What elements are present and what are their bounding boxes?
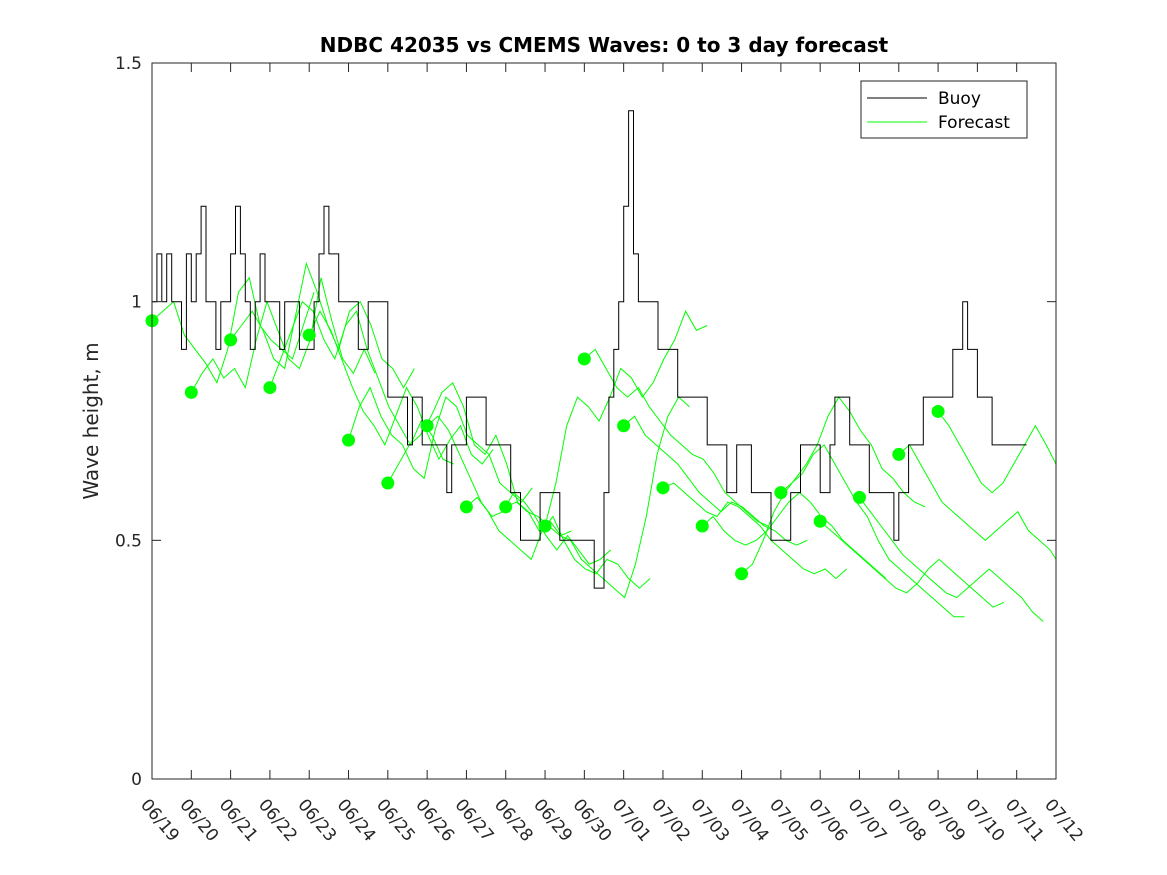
forecast-marker-19 [892,447,906,461]
forecast-line-19 [898,444,1057,584]
forecast-marker-17 [813,514,827,528]
forecast-marker-1 [184,385,198,399]
forecast-line-2 [230,261,415,389]
forecast-line-16 [780,444,965,618]
legend-label-forecast: Forecast [938,113,1010,133]
forecast-marker-13 [656,481,670,495]
y-tick-label: 0 [131,770,142,790]
legend: Buoy Forecast [860,80,1028,139]
forecast-marker-20 [931,404,945,418]
forecast-markers-group [145,314,945,581]
forecast-marker-5 [342,433,356,447]
y-tick-label: 1 [131,293,142,313]
forecast-marker-18 [852,490,866,504]
forecast-line-14 [701,491,887,579]
plot-frame [151,62,1057,780]
forecast-marker-12 [617,419,631,433]
y-tick-label: 1.5 [115,54,142,74]
forecast-line-9 [505,396,690,599]
forecast-marker-2 [224,333,238,347]
forecast-marker-3 [263,381,277,395]
forecast-line-4 [308,310,494,465]
legend-box [860,80,1028,139]
forecast-marker-11 [577,352,591,366]
forecast-marker-10 [538,519,552,533]
forecast-marker-14 [695,519,709,533]
forecast-series-group [151,261,1057,622]
forecast-line-12 [623,415,808,546]
forecast-line-11 [583,348,769,527]
forecast-line-10 [544,310,708,527]
forecast-line-7 [426,415,612,565]
y-axis: 0 0.5 1 1.5 [115,54,1056,790]
forecast-line-18 [859,497,1044,622]
forecast-marker-8 [459,500,473,514]
forecast-marker-15 [735,567,749,581]
plot-area [152,63,1056,779]
forecast-line-8 [466,496,651,589]
forecast-marker-4 [302,328,316,342]
forecast-marker-6 [381,476,395,490]
forecast-marker-7 [420,419,434,433]
forecast-line-13 [662,482,848,580]
forecast-line-17 [819,520,1005,608]
forecast-marker-9 [499,500,513,514]
y-axis-label: Wave height, m [79,342,103,499]
forecast-line-1 [190,277,376,393]
buoy-line [152,110,1027,589]
forecast-line-5 [348,386,533,503]
forecast-line-15 [741,396,926,575]
y-tick-label: 0.5 [115,531,142,551]
forecast-marker-16 [774,486,788,500]
legend-label-buoy: Buoy [938,89,981,109]
buoy-series-group [152,110,1027,589]
chart-title: NDBC 42035 vs CMEMS Waves: 0 to 3 day fo… [320,33,889,57]
